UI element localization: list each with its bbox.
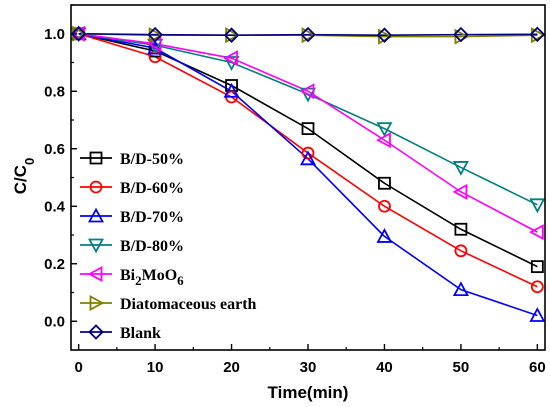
- series-4-point-5: [452, 183, 468, 200]
- y-tick-label: 0.0: [44, 313, 65, 330]
- x-tick-label: 10: [147, 359, 164, 376]
- x-axis-title: Time(min): [268, 383, 349, 402]
- x-tick-label: 60: [529, 359, 546, 376]
- series-0-point-6: [530, 260, 544, 274]
- series-2-point-6: [529, 307, 546, 322]
- series-4-point-2: [223, 50, 238, 67]
- series-6-point-6: [529, 26, 546, 43]
- series-0-point-5: [454, 222, 468, 236]
- series-3-point-4: [376, 122, 393, 138]
- series-4-point-6: [528, 224, 544, 241]
- legend: B/D-50% B/D-60% B/D-70% B/D-80% Bi2MoO6 Diato…: [80, 151, 257, 342]
- legend-label-part: 2: [135, 273, 142, 288]
- series-6-point-0: [70, 25, 87, 42]
- series-6-point-3: [300, 26, 316, 43]
- plot-markers: [70, 25, 546, 322]
- series-0-point-3: [301, 122, 315, 136]
- y-tick-label: 0.4: [44, 198, 66, 215]
- legend-label-3: B/D-80%: [120, 238, 184, 255]
- legend-label-part: Bi: [120, 267, 136, 284]
- legend-label-4: Bi2MoO6: [120, 267, 184, 288]
- x-tick-label: 30: [300, 359, 317, 376]
- series-line-4: [78, 32, 538, 233]
- series-1-point-5: [454, 244, 468, 258]
- series-2-point-2: [223, 82, 240, 98]
- legend-marker-1: [89, 180, 103, 194]
- x-tick-label: 40: [376, 359, 393, 376]
- series-1-point-6: [530, 280, 544, 294]
- series-2-point-4: [376, 228, 393, 243]
- series-0-point-4: [378, 176, 391, 190]
- y-axis-title-subscript: 0: [22, 158, 37, 165]
- legend-label-part: MoO: [142, 267, 178, 284]
- series-4-point-4: [376, 132, 391, 149]
- x-tick-label: 20: [223, 359, 240, 376]
- series-2-point-5: [452, 281, 469, 297]
- series-1-point-4: [378, 199, 391, 213]
- legend-label-0: B/D-50%: [120, 151, 184, 168]
- series-6-point-1: [147, 26, 163, 43]
- y-tick-label: 1.0: [44, 26, 65, 43]
- legend-label-5: Diatomaceous earth: [120, 296, 257, 313]
- y-tick-label: 0.2: [44, 256, 65, 273]
- legend-label-6: Blank: [120, 325, 161, 342]
- series-1-point-3: [301, 146, 315, 160]
- series-6-point-4: [376, 27, 393, 43]
- y-axis-title-main: C/C: [11, 165, 30, 194]
- legend-label-1: B/D-60%: [120, 180, 184, 197]
- legend-label-part: 6: [177, 273, 184, 288]
- legend-marker-3: [87, 238, 105, 254]
- series-6-point-2: [223, 27, 240, 43]
- series-3-point-5: [452, 161, 469, 176]
- series-4-point-3: [299, 83, 315, 100]
- series-2-point-3: [299, 150, 317, 166]
- legend-marker-2: [87, 207, 105, 223]
- y-tick-label: 0.6: [44, 141, 65, 158]
- series-line-6: [78, 32, 538, 36]
- series-6-point-5: [453, 26, 469, 43]
- x-tick-label: 50: [453, 359, 470, 376]
- series-3-point-6: [529, 198, 546, 214]
- legend-marker-4: [87, 265, 103, 283]
- legend-marker-6: [88, 324, 104, 340]
- legend-marker-0: [89, 151, 103, 165]
- y-axis-title: C/C0: [11, 158, 37, 195]
- ticks: 0 10 20 30 40 50 60 0.0 0.2 0.4 0.6 0.8 1.0: [44, 4, 546, 376]
- legend-label-2: B/D-70%: [120, 209, 184, 226]
- x-tick-label: 0: [74, 359, 82, 376]
- legend-marker-5: [89, 294, 105, 312]
- y-tick-label: 0.8: [44, 83, 65, 100]
